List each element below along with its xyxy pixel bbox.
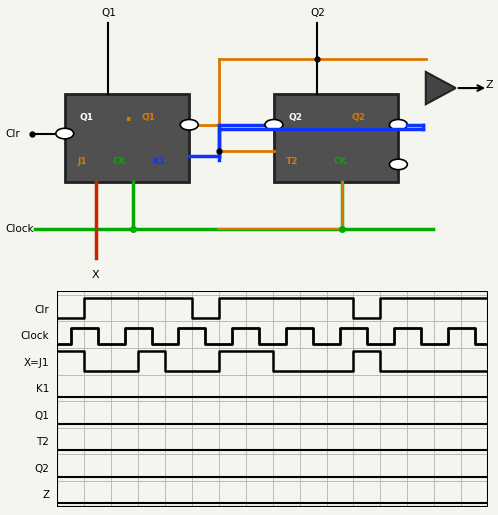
Text: Q̅2: Q̅2: [351, 113, 365, 123]
Text: CK: CK: [112, 158, 125, 166]
Text: K1: K1: [36, 384, 49, 394]
Circle shape: [389, 159, 407, 169]
Text: Clock: Clock: [20, 331, 49, 341]
Text: K1: K1: [152, 158, 165, 166]
Text: Q2: Q2: [34, 464, 49, 474]
Text: X=J1: X=J1: [24, 357, 49, 368]
Text: CK: CK: [334, 158, 347, 166]
Text: T2: T2: [286, 158, 299, 166]
Text: ·: ·: [124, 111, 132, 130]
Polygon shape: [426, 72, 456, 104]
Text: X: X: [92, 270, 100, 280]
Circle shape: [389, 119, 407, 130]
Text: Clock: Clock: [5, 224, 33, 234]
Text: Clr: Clr: [5, 129, 20, 139]
Circle shape: [265, 119, 283, 130]
Text: Clr: Clr: [34, 304, 49, 315]
Circle shape: [180, 119, 198, 130]
Bar: [65, 94, 189, 182]
Text: Q1: Q1: [80, 113, 94, 123]
Text: T2: T2: [36, 437, 49, 447]
Circle shape: [56, 128, 74, 139]
Text: Q1: Q1: [101, 8, 116, 18]
Text: Q2: Q2: [310, 8, 325, 18]
Text: Z: Z: [486, 80, 493, 90]
Text: Z: Z: [42, 490, 49, 501]
Text: Q1: Q1: [34, 410, 49, 421]
Text: J1: J1: [77, 158, 87, 166]
Text: Q̅1: Q̅1: [142, 113, 156, 123]
Bar: [274, 94, 398, 182]
Text: Q2: Q2: [289, 113, 303, 123]
